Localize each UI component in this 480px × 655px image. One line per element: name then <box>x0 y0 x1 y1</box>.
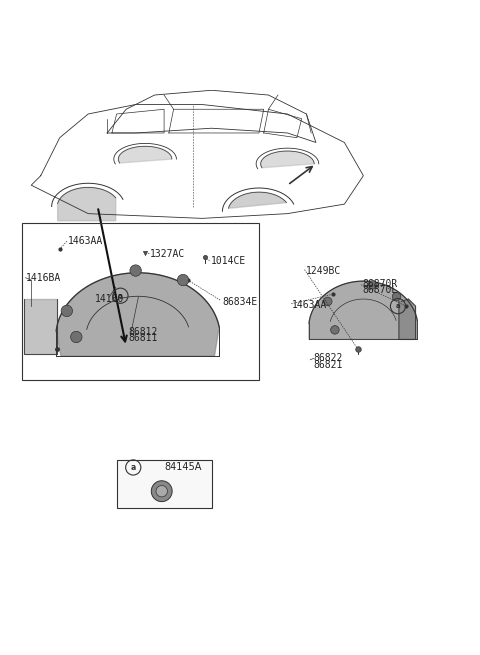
Circle shape <box>324 297 332 306</box>
Text: a: a <box>118 293 123 299</box>
Polygon shape <box>261 151 314 168</box>
Text: 1463AA: 1463AA <box>68 236 104 246</box>
Text: 1249BC: 1249BC <box>305 265 341 276</box>
Circle shape <box>151 481 172 502</box>
Text: 86870R: 86870R <box>362 279 397 289</box>
Bar <box>22 223 259 380</box>
Text: 14160: 14160 <box>96 294 125 304</box>
Text: 86821: 86821 <box>313 360 343 371</box>
Text: 1463AA: 1463AA <box>292 300 327 310</box>
Text: 1327AC: 1327AC <box>150 249 185 259</box>
Polygon shape <box>58 187 116 221</box>
Circle shape <box>130 265 141 276</box>
Polygon shape <box>399 299 416 339</box>
Polygon shape <box>119 146 172 163</box>
Text: 86812: 86812 <box>129 328 158 337</box>
Circle shape <box>71 331 82 343</box>
Circle shape <box>156 485 168 497</box>
Polygon shape <box>309 281 417 339</box>
Text: 86834E: 86834E <box>222 297 257 307</box>
Text: 86811: 86811 <box>129 333 158 343</box>
Circle shape <box>369 280 377 289</box>
Polygon shape <box>56 272 219 356</box>
Polygon shape <box>24 299 57 354</box>
Polygon shape <box>228 192 287 208</box>
Circle shape <box>392 292 401 301</box>
Bar <box>117 460 212 508</box>
Text: a: a <box>396 303 400 309</box>
Text: 86822: 86822 <box>313 353 343 364</box>
Circle shape <box>61 305 72 316</box>
Circle shape <box>331 326 339 334</box>
Text: 84145A: 84145A <box>164 462 202 472</box>
Text: 1416BA: 1416BA <box>25 272 61 283</box>
Text: a: a <box>131 463 136 472</box>
Text: 1014CE: 1014CE <box>211 256 246 266</box>
Circle shape <box>178 274 189 286</box>
Text: 86870L: 86870L <box>362 286 397 295</box>
